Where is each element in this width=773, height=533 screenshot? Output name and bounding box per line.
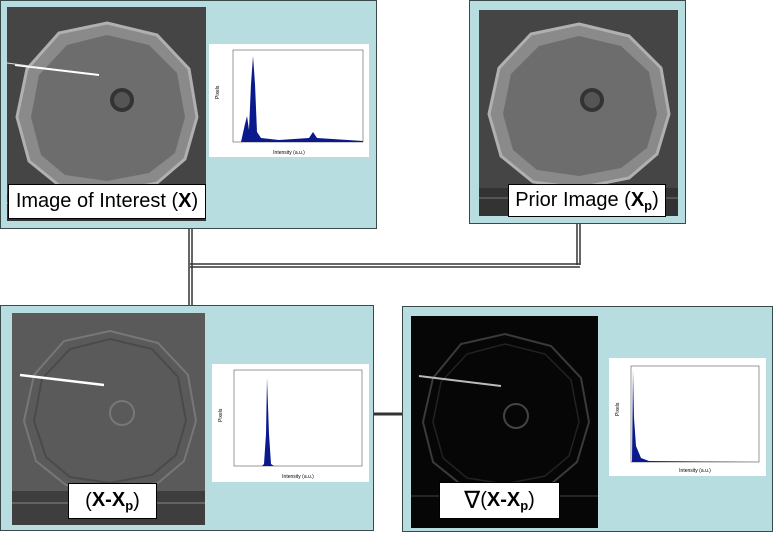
hist-ylabel: Pixels (218, 408, 224, 422)
caption-symbol: X (178, 190, 192, 212)
histogram-gradient: Pixels Intensity (a.u.) (609, 358, 766, 476)
ct-prior-image (479, 10, 678, 216)
hist-xlabel: Intensity (a.u.) (282, 474, 314, 480)
panel-prior-image: Prior Image (Xp) (469, 0, 686, 224)
panel-gradient: Pixels Intensity (a.u.) ∇(X-Xp) (402, 306, 773, 532)
hist-xlabel: Intensity (a.u.) (273, 150, 305, 156)
histogram-bars-gradient (632, 370, 759, 462)
histogram-bars-difference (262, 378, 274, 466)
panel-image-of-interest: Pixels Intensity (a.u.) Image of Interes… (0, 0, 377, 229)
hist-ylabel: Pixels (215, 85, 221, 99)
caption-symbol: Xp (630, 188, 653, 213)
caption-difference: (X-Xp) (68, 483, 157, 519)
panel-difference: Pixels Intensity (a.u.) (X-Xp) (0, 305, 374, 531)
hist-ylabel: Pixels (615, 402, 621, 416)
caption-image-of-interest: Image of Interest (X) (8, 184, 206, 219)
nabla-icon: ∇ (464, 487, 481, 514)
histogram-bars-interest (241, 56, 363, 142)
caption-symbol: X-Xp (91, 489, 134, 513)
caption-prior-image: Prior Image (Xp) (508, 184, 666, 217)
hist-xlabel: Intensity (a.u.) (679, 468, 711, 474)
histogram-image-of-interest: Pixels Intensity (a.u.) (209, 44, 369, 157)
caption-symbol: X-Xp (486, 488, 529, 513)
caption-gradient: ∇(X-Xp) (439, 482, 560, 519)
histogram-difference: Pixels Intensity (a.u.) (212, 364, 369, 482)
ct-slice-drawing (479, 10, 678, 216)
